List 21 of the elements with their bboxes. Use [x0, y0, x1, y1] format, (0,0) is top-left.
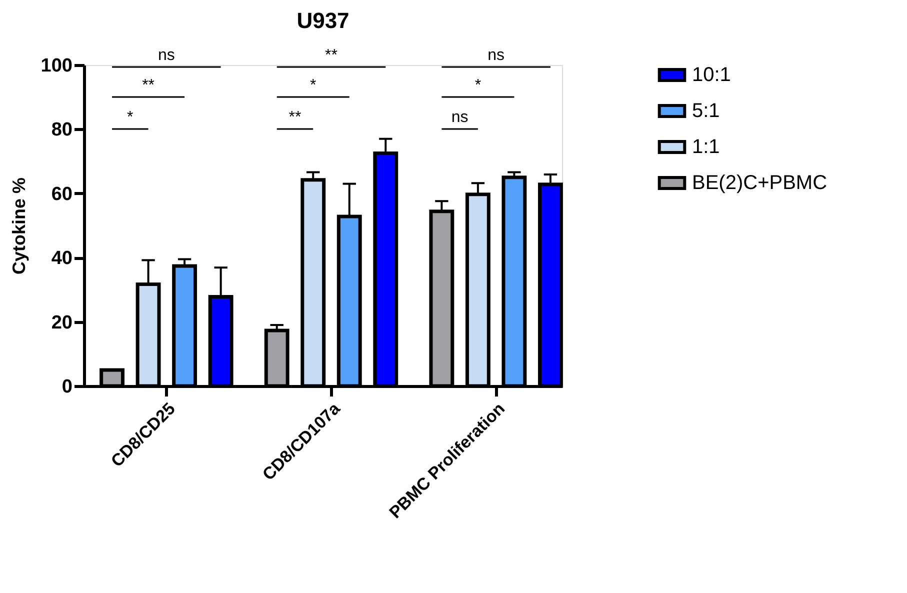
annotation: *: [310, 77, 316, 94]
text: ns: [488, 47, 505, 64]
legend-label: BE(2)C+PBMC: [692, 172, 828, 194]
annotation: *: [474, 77, 482, 94]
annotation: ns: [451, 109, 468, 126]
legend-label: 5:1: [692, 100, 720, 122]
legend-label: 10:1: [692, 64, 731, 86]
text: **: [325, 47, 338, 64]
annotation: **: [288, 109, 302, 126]
text: ns: [158, 47, 175, 64]
y-axis-title: Cytokine %: [8, 177, 29, 275]
annotation: **: [142, 77, 155, 94]
y-tick-label: 20: [51, 312, 72, 334]
y-tick-label: 80: [51, 120, 72, 141]
y-tick-label: 60: [51, 184, 72, 205]
annotation: *: [127, 109, 134, 126]
chart-title: U937: [296, 8, 350, 33]
y-tick-label: 40: [51, 248, 72, 270]
y-tick-label: 0: [62, 376, 72, 398]
legend-label: 1:1: [692, 136, 720, 158]
y-tick-label: 100: [40, 56, 72, 76]
